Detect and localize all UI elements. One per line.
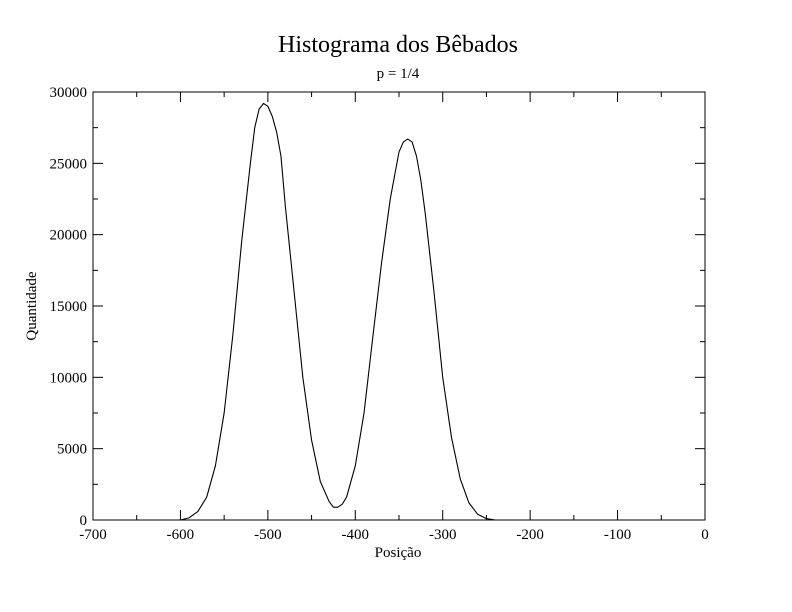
x-tick-label: -300 [429, 527, 457, 543]
y-tick-label: 30000 [50, 85, 88, 101]
y-axis-ticks: 0 5000 10000 15000 20000 25000 30000 [50, 85, 705, 529]
x-tick-label: 0 [701, 527, 709, 543]
x-tick-label: -100 [604, 527, 632, 543]
chart-subtitle: p = 1/4 [377, 66, 420, 82]
x-axis-label: Posição [375, 545, 422, 561]
y-axis-label: Quantidade [24, 271, 40, 340]
y-tick-label: 15000 [50, 299, 88, 315]
x-axis-ticks: -700 -600 -500 -400 -300 -200 -100 0 [79, 92, 709, 543]
y-tick-label: 10000 [50, 370, 88, 386]
x-tick-label: -500 [254, 527, 282, 543]
x-tick-label: -400 [342, 527, 370, 543]
y-tick-label: 20000 [50, 228, 88, 244]
chart-title: Histograma dos Bêbados [278, 32, 518, 58]
x-tick-label: -700 [79, 527, 107, 543]
y-tick-label: 5000 [57, 442, 87, 458]
histogram-line [162, 102, 705, 521]
y-tick-label: 25000 [50, 156, 88, 172]
y-tick-label: 0 [80, 513, 88, 529]
x-tick-label: -600 [167, 527, 195, 543]
x-tick-label: -200 [516, 527, 544, 543]
